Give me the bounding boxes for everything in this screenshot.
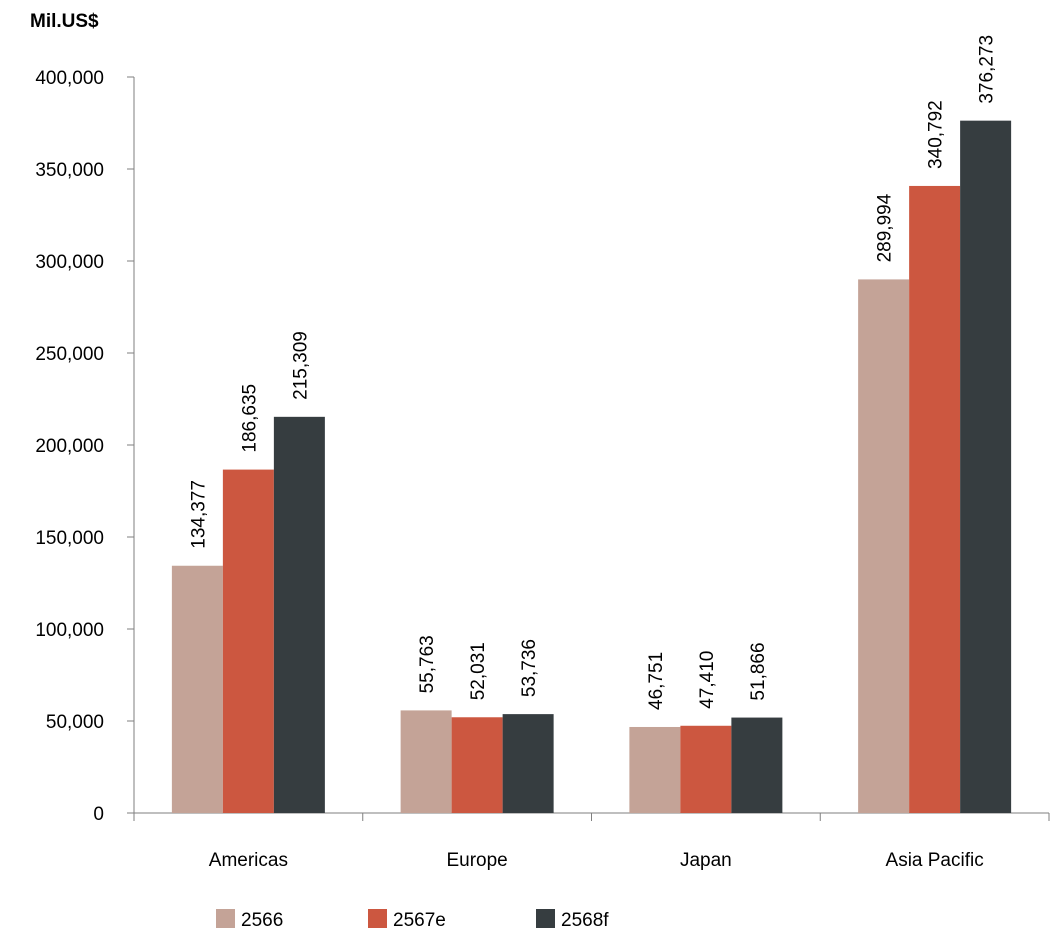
bar-value-label: 289,994 [875, 193, 896, 262]
bar-value-label: 340,792 [926, 100, 947, 169]
x-category-label: Europe [446, 850, 507, 871]
y-axis-unit-label: Mil.US$ [30, 11, 99, 32]
bar [171, 565, 223, 813]
bar-value-label: 52,031 [468, 642, 489, 700]
bar [858, 279, 910, 814]
bar-value-label: 186,635 [239, 384, 260, 453]
y-tick-label: 350,000 [35, 160, 104, 181]
x-category-label: Japan [680, 850, 732, 871]
legend-swatch [536, 909, 555, 928]
legend: 2566 2567e 2568f [216, 909, 609, 931]
legend-swatch [368, 909, 387, 928]
y-tick-label: 300,000 [35, 252, 104, 273]
bar [680, 725, 732, 813]
legend-label: 2568f [561, 910, 609, 931]
bar-value-label: 55,763 [417, 635, 438, 693]
legend-label: 2567e [393, 910, 446, 931]
bar [909, 185, 961, 813]
y-tick-label: 250,000 [35, 344, 104, 365]
y-tick-label: 400,000 [35, 68, 104, 89]
bar-value-label: 46,751 [646, 652, 667, 710]
y-tick-label: 200,000 [35, 436, 104, 457]
bars [171, 120, 1012, 814]
bar-value-label: 47,410 [697, 651, 718, 709]
bar-value-label: 215,309 [290, 331, 311, 400]
bar [451, 717, 503, 813]
y-axis: 0 50,000 100,000 150,000 200,000 250,000 300,0… [35, 68, 135, 825]
bar-value-label: 376,273 [977, 35, 998, 104]
bar [502, 714, 554, 813]
x-category-label: Asia Pacific [886, 850, 984, 871]
bar-value-label: 51,866 [748, 642, 769, 700]
bar [222, 469, 274, 813]
y-tick-label: 50,000 [46, 712, 104, 733]
bar [731, 717, 783, 813]
bar [400, 710, 452, 813]
legend-swatch [216, 909, 235, 928]
bar [960, 120, 1012, 814]
y-tick-label: 100,000 [35, 620, 104, 641]
x-category-label: Americas [209, 850, 288, 871]
bar-value-label: 134,377 [188, 480, 209, 549]
data-labels: 134,377 186,635 215,309 55,763 52,031 53,736 4… [188, 35, 997, 710]
legend-label: 2566 [241, 910, 283, 931]
x-axis: Americas Europe Japan Asia Pacific [127, 812, 1050, 871]
y-tick-label: 150,000 [35, 528, 104, 549]
y-tick-label: 0 [93, 804, 104, 825]
bar [273, 416, 325, 813]
bar [629, 726, 681, 813]
bar-value-label: 53,736 [519, 639, 540, 697]
